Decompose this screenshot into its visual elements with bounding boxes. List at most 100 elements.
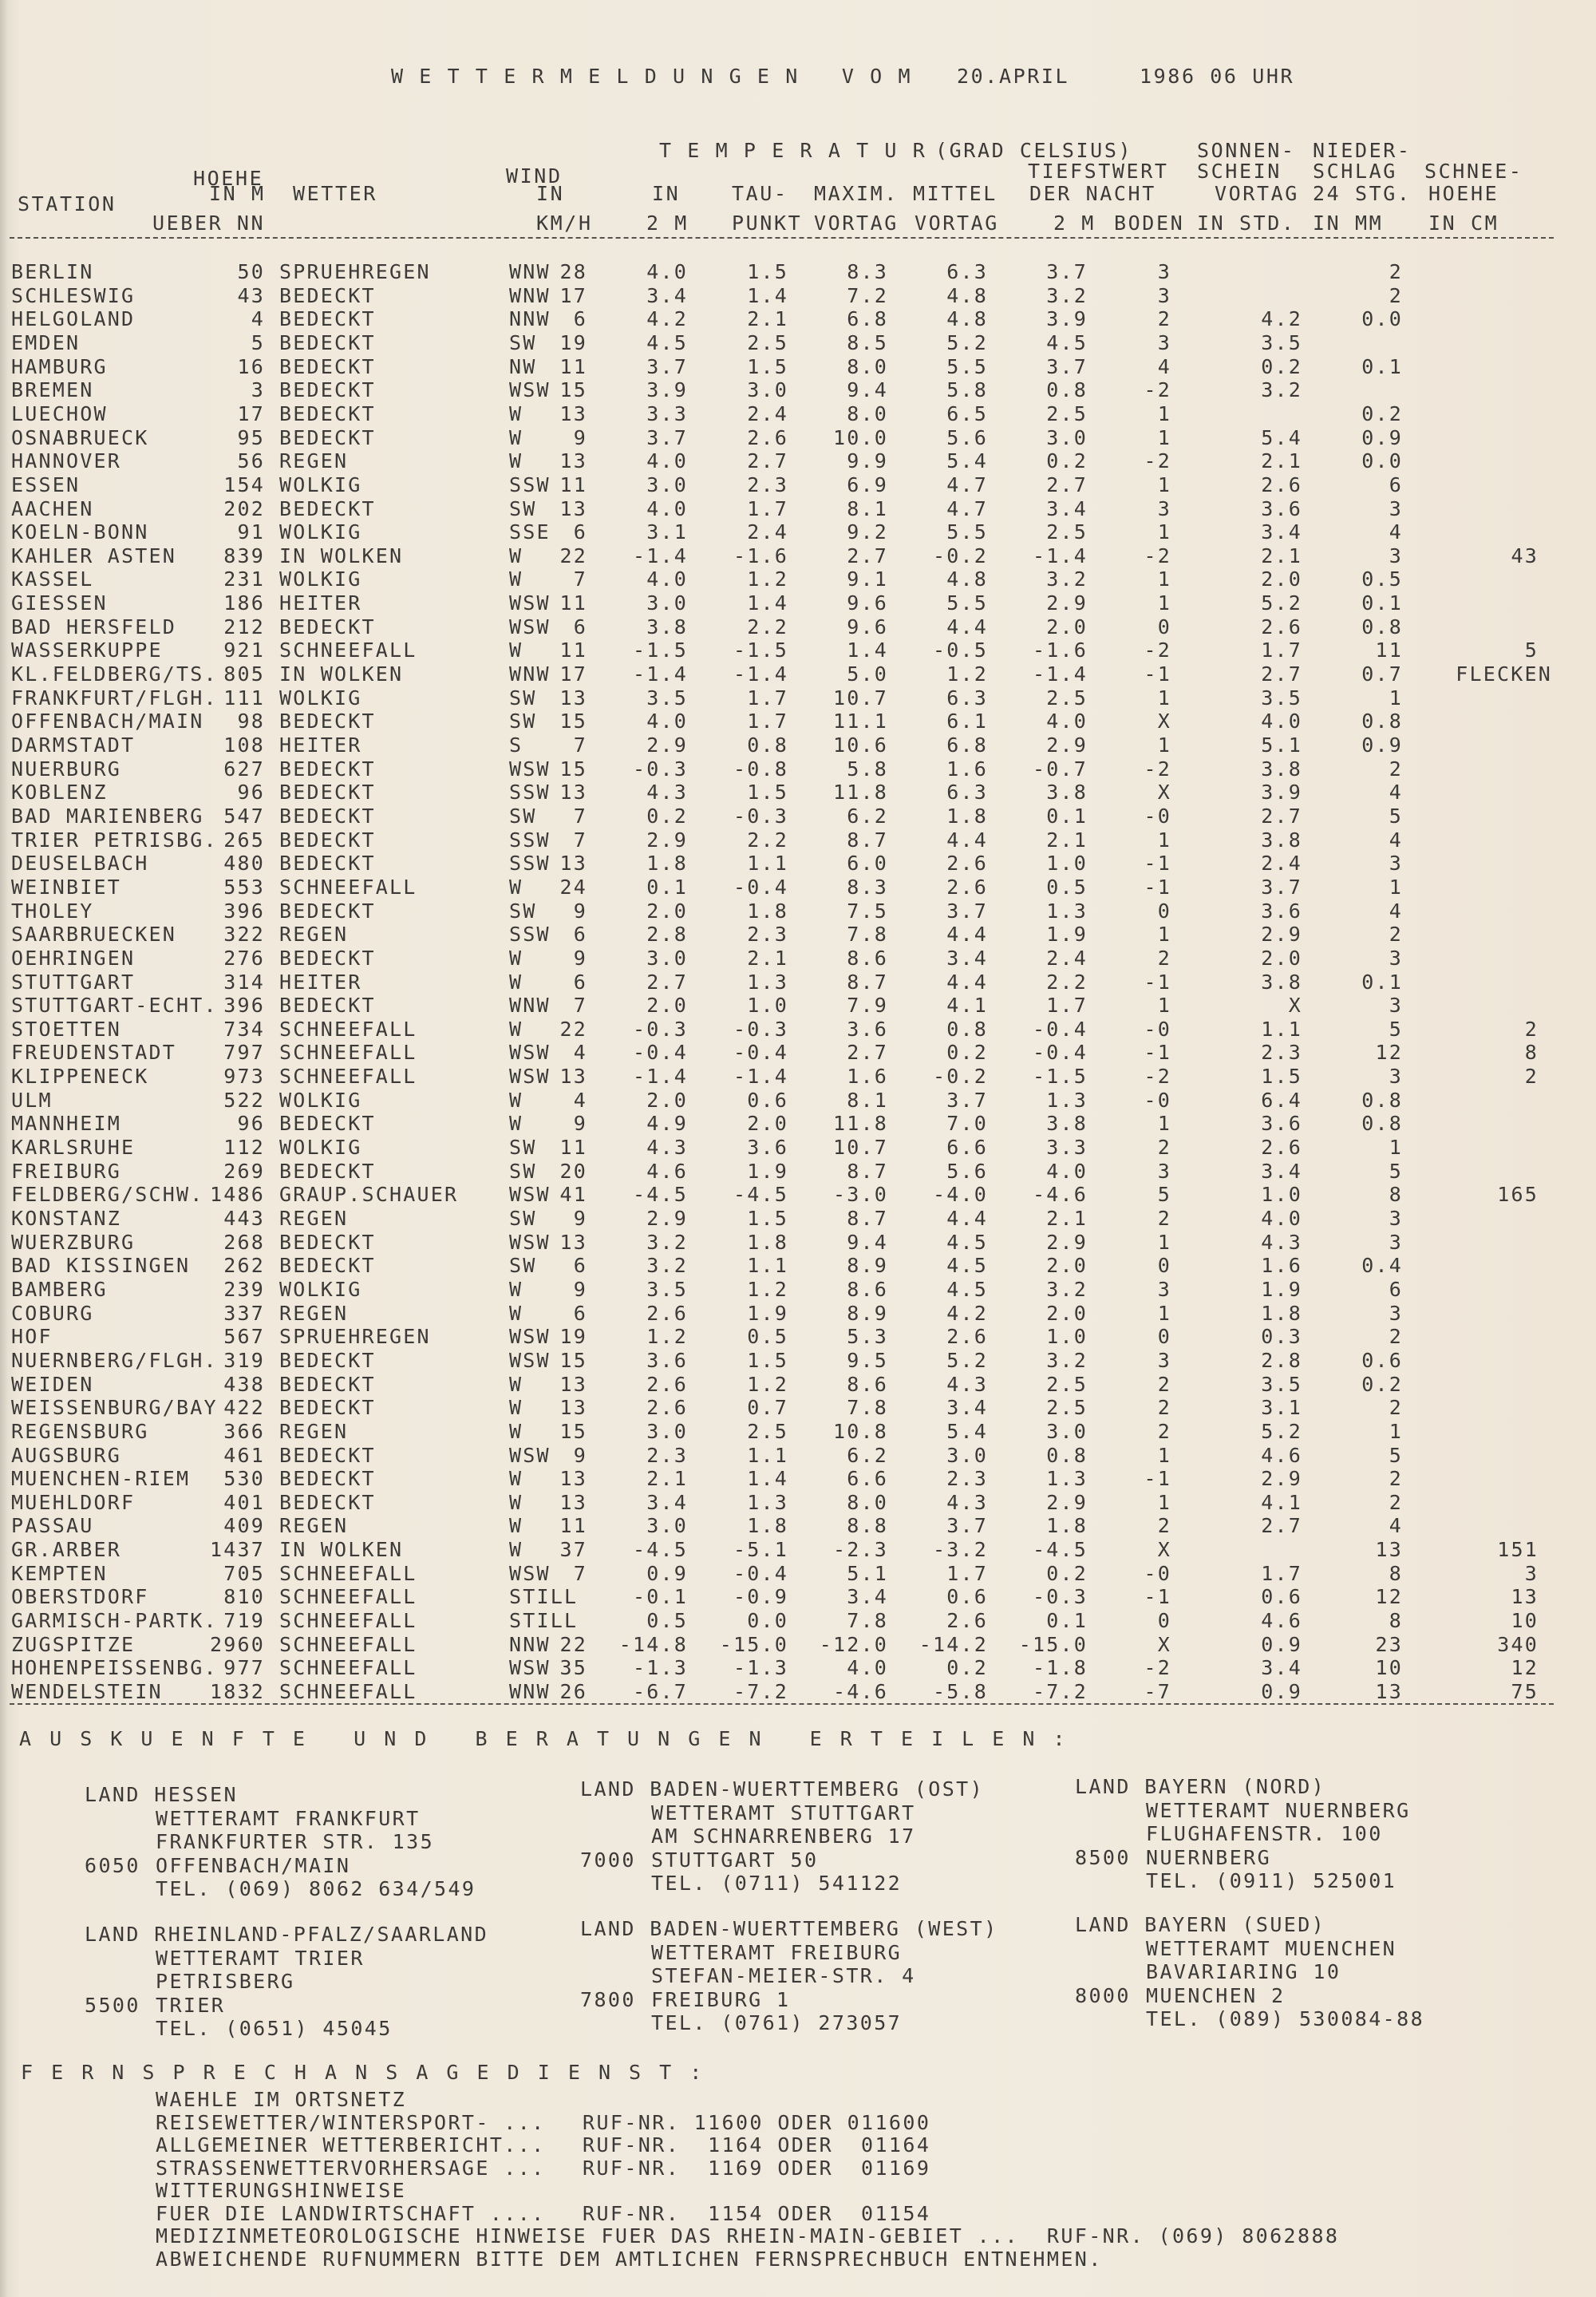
cell-tief-boden: -1 — [1144, 1041, 1171, 1065]
report-time: 1986 06 UHR — [1140, 65, 1295, 88]
contact-region: LAND HESSEN — [85, 1783, 238, 1806]
cell-mittel-vortag: 6.5 — [946, 401, 988, 425]
cell-mittel-vortag: 2.6 — [946, 875, 988, 899]
cell-temp-2m: 3.4 — [646, 1490, 688, 1514]
cell-hoehe: 438 — [223, 1372, 265, 1396]
cell-tief-boden: 1 — [1157, 686, 1171, 710]
cell-sonnenschein: 4.2 — [1261, 307, 1302, 331]
cell-niederschlag: 2 — [1389, 283, 1403, 307]
cell-taupunkt: -7.2 — [733, 1680, 788, 1703]
cell-temp-2m: 3.5 — [646, 1277, 688, 1301]
cell-temp-2m: 3.0 — [646, 1419, 688, 1443]
table-row: KLIPPENECK 973 SCHNEEFALL WSW 13 -1.4 -1.4 1.6 -… — [0, 1065, 1596, 1089]
cell-sonnenschein: 2.0 — [1261, 567, 1302, 591]
cell-hoehe: 202 — [223, 496, 265, 520]
cell-tief-2m: 4.0 — [1046, 1159, 1088, 1183]
cell-station: PASSAU — [11, 1514, 94, 1538]
cell-tief-2m: -1.5 — [1032, 1065, 1088, 1089]
cell-wind-direction: W — [509, 638, 523, 662]
cell-tief-2m: 3.3 — [1046, 1136, 1088, 1160]
cell-niederschlag: 3 — [1389, 1207, 1403, 1230]
cell-wind-speed: 17 — [559, 283, 587, 307]
cell-tief-boden: 4 — [1157, 354, 1171, 378]
cell-wind-speed: 7 — [573, 733, 587, 757]
cell-niederschlag: 13 — [1375, 1680, 1403, 1703]
cell-tief-2m: -15.0 — [1018, 1632, 1088, 1656]
cell-taupunkt: 2.1 — [747, 946, 788, 970]
cell-wind-direction: W — [509, 1419, 523, 1443]
cell-station: WENDELSTEIN — [11, 1680, 163, 1703]
cell-wind-speed: 6 — [573, 615, 587, 638]
report-title: W E T T E R M E L D U N G E N V O M — [391, 65, 913, 88]
cell-tief-boden: 1 — [1157, 472, 1171, 496]
cell-max-vortag: 6.6 — [847, 1467, 888, 1491]
cell-wind-speed: 13 — [559, 401, 587, 425]
cell-mittel-vortag: 4.5 — [946, 1230, 988, 1254]
cell-max-vortag: 6.0 — [847, 852, 888, 876]
cell-hoehe: 111 — [223, 686, 265, 710]
cell-niederschlag: 0.1 — [1361, 354, 1403, 378]
cell-taupunkt: 1.7 — [747, 686, 788, 710]
cell-tief-2m: 3.8 — [1046, 1112, 1088, 1136]
cell-tief-boden: 2 — [1157, 1419, 1171, 1443]
cell-schneehoehe: 8 — [1524, 1041, 1539, 1065]
cell-tief-boden: 1 — [1157, 1301, 1171, 1325]
cell-tief-2m: 2.9 — [1046, 591, 1088, 615]
cell-tief-boden: 0 — [1157, 615, 1171, 638]
cell-niederschlag: 0.8 — [1361, 1112, 1403, 1136]
cell-wetter: BEDECKT — [279, 804, 376, 828]
cell-temp-2m: 3.0 — [646, 946, 688, 970]
cell-tief-2m: -0.3 — [1032, 1585, 1088, 1609]
cell-hoehe: 396 — [223, 994, 265, 1018]
table-row: OSNABRUECK 95 BEDECKT W 9 3.7 2.6 10.0 5.6 3.0 1 5.… — [0, 425, 1596, 451]
cell-sonnenschein: 5.4 — [1261, 425, 1302, 449]
cell-tief-boden: 2 — [1157, 946, 1171, 970]
cell-wetter: GRAUP.SCHAUER — [279, 1183, 459, 1207]
cell-tief-2m: 2.7 — [1046, 472, 1088, 496]
cell-mittel-vortag: -4.0 — [932, 1183, 988, 1207]
cell-tief-2m: 3.2 — [1046, 567, 1088, 591]
cell-mittel-vortag: 4.5 — [946, 1254, 988, 1278]
cell-wind-direction: W — [509, 449, 523, 473]
table-row: WENDELSTEIN 1832 SCHNEEFALL WNW 26 -6.7 -7.2 -4… — [0, 1681, 1596, 1705]
cell-sonnenschein: 2.9 — [1261, 923, 1302, 947]
cell-wind-speed: 9 — [573, 1443, 587, 1467]
cell-wind-direction: WSW — [509, 591, 551, 615]
cell-mittel-vortag: 5.5 — [946, 520, 988, 544]
cell-niederschlag: 8 — [1389, 1609, 1403, 1633]
cell-station: WEIDEN — [11, 1372, 94, 1396]
cell-tief-boden: -1 — [1144, 662, 1171, 686]
cell-taupunkt: -0.9 — [733, 1585, 788, 1609]
cell-max-vortag: 8.7 — [847, 828, 888, 852]
cell-tief-boden: -1 — [1144, 875, 1171, 899]
cell-hoehe: 96 — [237, 781, 265, 805]
table-row: BERLIN 50 SPRUEHREGEN WNW 28 4.0 1.5 8.3 6.3 3.7 3… — [0, 261, 1596, 285]
cell-station: KLIPPENECK — [11, 1065, 149, 1089]
cell-temp-2m: 2.6 — [646, 1372, 688, 1396]
cell-station: SAARBRUECKEN — [11, 923, 177, 947]
cell-wind-direction: W — [509, 970, 523, 994]
cell-wind-speed: 15 — [559, 1419, 587, 1443]
cell-niederschlag: 2 — [1389, 260, 1403, 283]
cell-wetter: SCHNEEFALL — [279, 1041, 417, 1065]
cell-wind-direction: STILL — [509, 1609, 579, 1633]
cell-station: KOBLENZ — [11, 781, 108, 805]
cell-wind-direction: W — [509, 1538, 523, 1562]
cell-station: FELDBERG/SCHW. — [11, 1183, 204, 1207]
table-row: MUENCHEN-RIEM 530 BEDECKT W 13 2.1 1.4 6.6 2.3 1.… — [0, 1468, 1596, 1492]
cell-temp-2m: 3.6 — [646, 1348, 688, 1372]
cell-temp-2m: 3.4 — [646, 283, 688, 307]
cell-mittel-vortag: 3.4 — [946, 1396, 988, 1420]
cell-station: WEISSENBURG/BAY — [11, 1396, 218, 1420]
cell-tief-2m: 0.8 — [1046, 1443, 1088, 1467]
cell-wind-direction: WNW — [509, 662, 551, 686]
cell-max-vortag: 1.4 — [847, 638, 888, 662]
cell-sonnenschein: 3.8 — [1261, 970, 1302, 994]
cell-wind-speed: 19 — [559, 330, 587, 354]
cell-wind-speed: 13 — [559, 1467, 587, 1491]
cell-niederschlag: 3 — [1389, 1301, 1403, 1325]
cell-niederschlag: 2 — [1389, 1325, 1403, 1349]
cell-hoehe: 231 — [223, 567, 265, 591]
cell-mittel-vortag: 2.6 — [946, 852, 988, 876]
header-der-nacht: DER NACHT — [1029, 182, 1156, 205]
